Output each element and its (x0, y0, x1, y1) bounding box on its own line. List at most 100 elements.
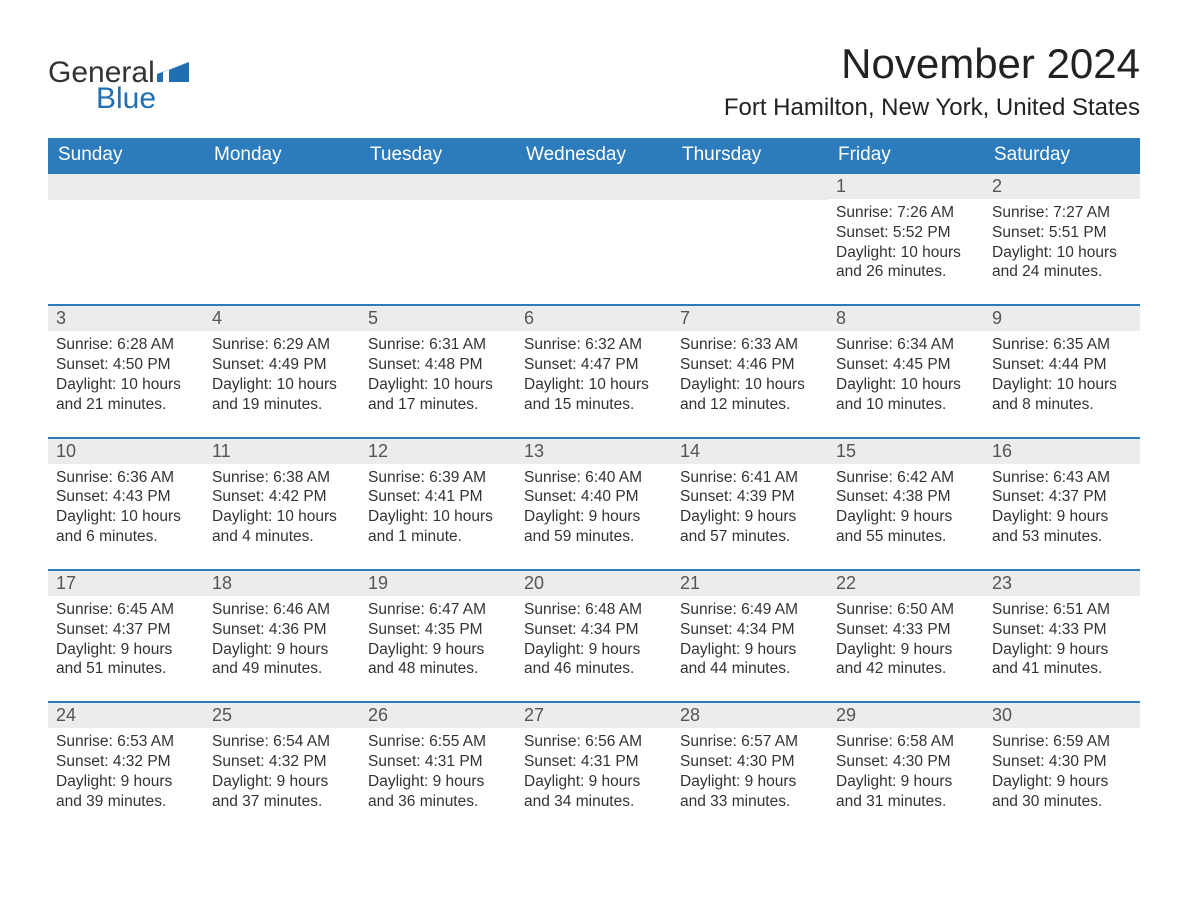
daylight-text: Daylight: 10 hours and 8 minutes. (992, 375, 1132, 415)
sunrise-text: Sunrise: 6:31 AM (368, 335, 508, 355)
sunset-text: Sunset: 4:34 PM (524, 620, 664, 640)
day-details: Sunrise: 6:51 AMSunset: 4:33 PMDaylight:… (984, 596, 1140, 683)
empty-day-header (360, 174, 516, 200)
calendar-week-row: 1Sunrise: 7:26 AMSunset: 5:52 PMDaylight… (48, 172, 1140, 286)
sunrise-text: Sunrise: 6:32 AM (524, 335, 664, 355)
day-details: Sunrise: 6:59 AMSunset: 4:30 PMDaylight:… (984, 728, 1140, 815)
day-number: 12 (360, 439, 516, 464)
calendar-day-cell: 1Sunrise: 7:26 AMSunset: 5:52 PMDaylight… (828, 174, 984, 286)
weekday-header-cell: Friday (828, 138, 984, 172)
day-number: 17 (48, 571, 204, 596)
day-details: Sunrise: 6:58 AMSunset: 4:30 PMDaylight:… (828, 728, 984, 815)
daylight-text: Daylight: 10 hours and 6 minutes. (56, 507, 196, 547)
daylight-text: Daylight: 9 hours and 51 minutes. (56, 640, 196, 680)
calendar-day-cell: 22Sunrise: 6:50 AMSunset: 4:33 PMDayligh… (828, 571, 984, 683)
day-number: 25 (204, 703, 360, 728)
calendar-week-row: 17Sunrise: 6:45 AMSunset: 4:37 PMDayligh… (48, 569, 1140, 683)
day-details: Sunrise: 6:46 AMSunset: 4:36 PMDaylight:… (204, 596, 360, 683)
daylight-text: Daylight: 9 hours and 44 minutes. (680, 640, 820, 680)
calendar-day-cell: 7Sunrise: 6:33 AMSunset: 4:46 PMDaylight… (672, 306, 828, 418)
day-number: 22 (828, 571, 984, 596)
calendar-day-cell: 21Sunrise: 6:49 AMSunset: 4:34 PMDayligh… (672, 571, 828, 683)
calendar-day-cell: 28Sunrise: 6:57 AMSunset: 4:30 PMDayligh… (672, 703, 828, 815)
daylight-text: Daylight: 10 hours and 1 minute. (368, 507, 508, 547)
sunrise-text: Sunrise: 6:57 AM (680, 732, 820, 752)
day-details: Sunrise: 6:31 AMSunset: 4:48 PMDaylight:… (360, 331, 516, 418)
calendar-day-cell: 24Sunrise: 6:53 AMSunset: 4:32 PMDayligh… (48, 703, 204, 815)
sunrise-text: Sunrise: 7:27 AM (992, 203, 1132, 223)
day-details: Sunrise: 6:56 AMSunset: 4:31 PMDaylight:… (516, 728, 672, 815)
day-number: 7 (672, 306, 828, 331)
sunrise-text: Sunrise: 6:39 AM (368, 468, 508, 488)
sunset-text: Sunset: 4:30 PM (992, 752, 1132, 772)
daylight-text: Daylight: 10 hours and 19 minutes. (212, 375, 352, 415)
weekday-header-cell: Wednesday (516, 138, 672, 172)
sunrise-text: Sunrise: 6:34 AM (836, 335, 976, 355)
day-number: 15 (828, 439, 984, 464)
calendar-day-cell: 16Sunrise: 6:43 AMSunset: 4:37 PMDayligh… (984, 439, 1140, 551)
daylight-text: Daylight: 9 hours and 55 minutes. (836, 507, 976, 547)
day-number: 21 (672, 571, 828, 596)
daylight-text: Daylight: 9 hours and 53 minutes. (992, 507, 1132, 547)
sunset-text: Sunset: 4:33 PM (992, 620, 1132, 640)
sunrise-text: Sunrise: 6:42 AM (836, 468, 976, 488)
calendar-day-cell: 12Sunrise: 6:39 AMSunset: 4:41 PMDayligh… (360, 439, 516, 551)
day-details: Sunrise: 6:29 AMSunset: 4:49 PMDaylight:… (204, 331, 360, 418)
daylight-text: Daylight: 9 hours and 48 minutes. (368, 640, 508, 680)
day-number: 3 (48, 306, 204, 331)
sunrise-text: Sunrise: 6:41 AM (680, 468, 820, 488)
day-details: Sunrise: 6:57 AMSunset: 4:30 PMDaylight:… (672, 728, 828, 815)
daylight-text: Daylight: 9 hours and 57 minutes. (680, 507, 820, 547)
sunset-text: Sunset: 4:43 PM (56, 487, 196, 507)
sunrise-text: Sunrise: 6:50 AM (836, 600, 976, 620)
day-details: Sunrise: 6:32 AMSunset: 4:47 PMDaylight:… (516, 331, 672, 418)
day-number: 2 (984, 174, 1140, 199)
sunset-text: Sunset: 5:52 PM (836, 223, 976, 243)
empty-day-header (516, 174, 672, 200)
calendar-week-row: 10Sunrise: 6:36 AMSunset: 4:43 PMDayligh… (48, 437, 1140, 551)
day-number: 5 (360, 306, 516, 331)
daylight-text: Daylight: 9 hours and 34 minutes. (524, 772, 664, 812)
day-number: 4 (204, 306, 360, 331)
day-details: Sunrise: 6:45 AMSunset: 4:37 PMDaylight:… (48, 596, 204, 683)
calendar-day-cell: 15Sunrise: 6:42 AMSunset: 4:38 PMDayligh… (828, 439, 984, 551)
calendar-day-cell: 10Sunrise: 6:36 AMSunset: 4:43 PMDayligh… (48, 439, 204, 551)
sunrise-text: Sunrise: 6:55 AM (368, 732, 508, 752)
day-details: Sunrise: 6:43 AMSunset: 4:37 PMDaylight:… (984, 464, 1140, 551)
weekday-header-cell: Sunday (48, 138, 204, 172)
calendar-day-cell: 25Sunrise: 6:54 AMSunset: 4:32 PMDayligh… (204, 703, 360, 815)
calendar-day-cell: 4Sunrise: 6:29 AMSunset: 4:49 PMDaylight… (204, 306, 360, 418)
sunrise-text: Sunrise: 6:56 AM (524, 732, 664, 752)
daylight-text: Daylight: 9 hours and 49 minutes. (212, 640, 352, 680)
calendar-day-cell: 18Sunrise: 6:46 AMSunset: 4:36 PMDayligh… (204, 571, 360, 683)
day-number: 1 (828, 174, 984, 199)
calendar-day-cell: 3Sunrise: 6:28 AMSunset: 4:50 PMDaylight… (48, 306, 204, 418)
sunrise-text: Sunrise: 6:45 AM (56, 600, 196, 620)
sunrise-text: Sunrise: 6:35 AM (992, 335, 1132, 355)
day-details: Sunrise: 6:48 AMSunset: 4:34 PMDaylight:… (516, 596, 672, 683)
sunset-text: Sunset: 4:44 PM (992, 355, 1132, 375)
calendar-day-cell: 8Sunrise: 6:34 AMSunset: 4:45 PMDaylight… (828, 306, 984, 418)
day-number: 10 (48, 439, 204, 464)
sunset-text: Sunset: 4:42 PM (212, 487, 352, 507)
sunset-text: Sunset: 4:39 PM (680, 487, 820, 507)
calendar-day-cell: 20Sunrise: 6:48 AMSunset: 4:34 PMDayligh… (516, 571, 672, 683)
day-number: 29 (828, 703, 984, 728)
weekday-header-cell: Saturday (984, 138, 1140, 172)
day-details: Sunrise: 7:26 AMSunset: 5:52 PMDaylight:… (828, 199, 984, 286)
day-number: 11 (204, 439, 360, 464)
day-details: Sunrise: 6:28 AMSunset: 4:50 PMDaylight:… (48, 331, 204, 418)
calendar-day-cell: 14Sunrise: 6:41 AMSunset: 4:39 PMDayligh… (672, 439, 828, 551)
sunset-text: Sunset: 4:33 PM (836, 620, 976, 640)
sunset-text: Sunset: 4:31 PM (524, 752, 664, 772)
calendar-day-cell: 30Sunrise: 6:59 AMSunset: 4:30 PMDayligh… (984, 703, 1140, 815)
sunset-text: Sunset: 4:30 PM (836, 752, 976, 772)
day-details: Sunrise: 6:35 AMSunset: 4:44 PMDaylight:… (984, 331, 1140, 418)
calendar-day-cell: 19Sunrise: 6:47 AMSunset: 4:35 PMDayligh… (360, 571, 516, 683)
calendar-day-cell: 2Sunrise: 7:27 AMSunset: 5:51 PMDaylight… (984, 174, 1140, 286)
daylight-text: Daylight: 9 hours and 39 minutes. (56, 772, 196, 812)
day-details: Sunrise: 6:50 AMSunset: 4:33 PMDaylight:… (828, 596, 984, 683)
calendar-day-cell (360, 174, 516, 286)
sunset-text: Sunset: 4:47 PM (524, 355, 664, 375)
calendar-day-cell: 27Sunrise: 6:56 AMSunset: 4:31 PMDayligh… (516, 703, 672, 815)
